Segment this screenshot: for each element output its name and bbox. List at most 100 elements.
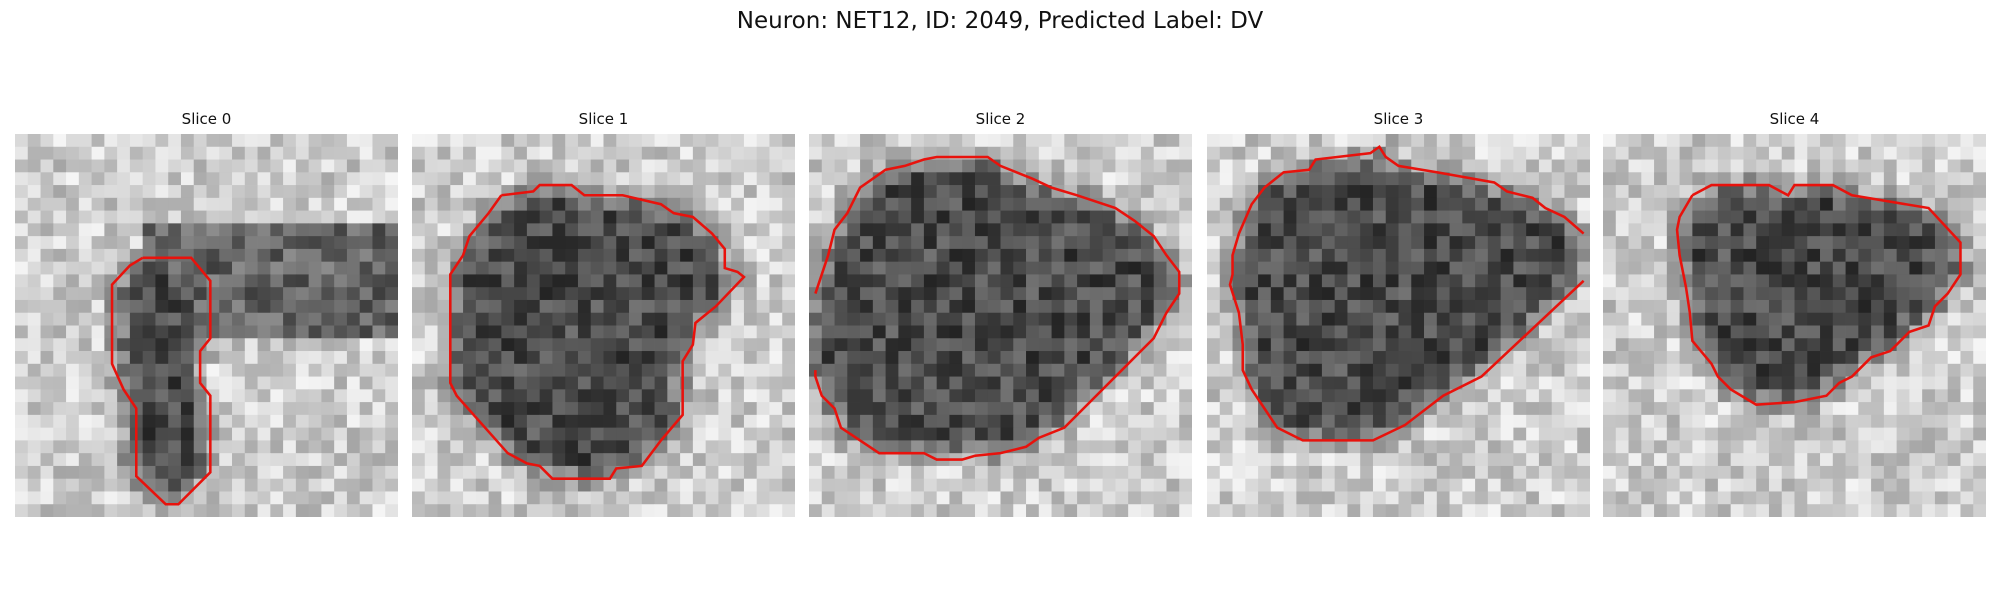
- pixel: [821, 440, 835, 454]
- pixel: [1140, 274, 1155, 288]
- pixel: [834, 325, 848, 339]
- pixel: [1730, 465, 1744, 480]
- pixel: [1896, 172, 1910, 186]
- pixel: [1526, 134, 1540, 148]
- pixel: [923, 453, 938, 467]
- pixel: [565, 351, 579, 365]
- pixel: [616, 414, 630, 429]
- pixel: [1756, 389, 1770, 403]
- pixel: [1577, 504, 1590, 517]
- pixel: [1013, 453, 1027, 467]
- pixel: [1000, 478, 1014, 492]
- pixel: [1705, 312, 1719, 326]
- pixel: [1883, 236, 1898, 250]
- pixel: [514, 172, 528, 186]
- pixel: [1717, 427, 1732, 441]
- pixel: [1219, 172, 1233, 186]
- pixel: [718, 197, 732, 211]
- pixel: [244, 172, 258, 186]
- pixel: [1436, 325, 1450, 339]
- pixel: [283, 248, 297, 263]
- pixel: [321, 389, 335, 403]
- pixel: [1102, 248, 1116, 263]
- pixel: [1449, 402, 1463, 416]
- pixel: [463, 197, 477, 211]
- pixel: [1219, 287, 1233, 301]
- pixel: [629, 159, 643, 173]
- pixel: [936, 325, 950, 339]
- pixel: [705, 159, 719, 173]
- pixel: [590, 338, 604, 352]
- pixel: [1641, 389, 1655, 403]
- pixel: [1973, 465, 1986, 480]
- pixel: [1768, 146, 1783, 160]
- pixel: [1743, 299, 1757, 314]
- pixel: [437, 159, 451, 173]
- pixel: [78, 312, 92, 326]
- pixel: [1564, 478, 1578, 492]
- pixel: [552, 287, 566, 301]
- pixel: [654, 389, 668, 403]
- pixel: [1909, 223, 1923, 237]
- pixel: [1360, 134, 1374, 148]
- pixel: [1871, 236, 1885, 250]
- pixel: [769, 325, 783, 339]
- pixel: [308, 465, 322, 480]
- pixel: [1128, 261, 1142, 275]
- pixel: [1871, 325, 1885, 339]
- pixel: [514, 338, 528, 352]
- pixel: [1309, 440, 1323, 454]
- pixel: [872, 376, 886, 390]
- pixel: [1372, 440, 1387, 454]
- pixel: [885, 427, 899, 441]
- pixel: [1449, 453, 1463, 467]
- pixel: [872, 287, 886, 301]
- pixel: [1077, 172, 1091, 186]
- pixel: [1321, 414, 1336, 429]
- pixel: [821, 376, 835, 390]
- pixel: [1309, 287, 1323, 301]
- pixel: [168, 414, 182, 429]
- pixel: [219, 159, 233, 173]
- pixel: [1360, 376, 1374, 390]
- pixel: [1296, 210, 1310, 224]
- pixel: [1781, 427, 1795, 441]
- pixel: [1424, 491, 1438, 505]
- pixel: [1730, 440, 1744, 454]
- pixel: [577, 172, 592, 186]
- pixel: [1270, 453, 1284, 467]
- pixel: [91, 299, 105, 314]
- pixel: [1500, 465, 1514, 480]
- pixel: [667, 478, 681, 492]
- pixel: [1077, 223, 1091, 237]
- pixel: [206, 261, 220, 275]
- pixel: [552, 248, 566, 263]
- pixel: [552, 172, 566, 186]
- pixel: [1730, 197, 1744, 211]
- pixel: [616, 197, 630, 211]
- pixel: [1577, 236, 1590, 250]
- pixel: [1947, 312, 1961, 326]
- pixel: [424, 427, 438, 441]
- pixel: [923, 389, 938, 403]
- pixel: [437, 363, 451, 377]
- pixel: [104, 427, 118, 441]
- pixel: [809, 478, 823, 492]
- pixel: [1051, 402, 1065, 416]
- pixel: [1475, 312, 1489, 326]
- pixel: [1641, 312, 1655, 326]
- pixel: [731, 414, 745, 429]
- pixel: [1909, 287, 1923, 301]
- pixel: [809, 389, 823, 403]
- pixel: [1270, 504, 1284, 517]
- pixel: [308, 261, 322, 275]
- pixel: [1743, 363, 1757, 377]
- pixel: [1960, 491, 1974, 505]
- pixel: [1385, 236, 1399, 250]
- pixel: [1347, 427, 1361, 441]
- pixel: [872, 491, 886, 505]
- pixel: [1347, 351, 1361, 365]
- pixel: [1115, 440, 1129, 454]
- pixel: [1424, 236, 1438, 250]
- pixel: [1717, 134, 1732, 148]
